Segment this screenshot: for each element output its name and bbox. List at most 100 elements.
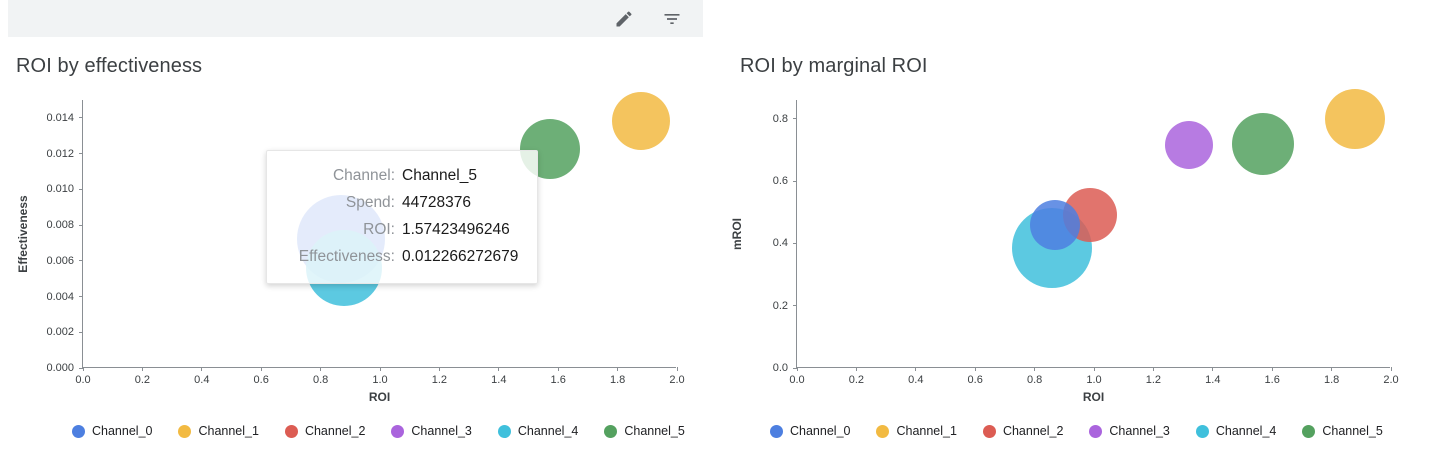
x-tick-mark <box>82 367 84 371</box>
legend-label: Channel_1 <box>198 424 259 438</box>
tooltip-value: 44728376 <box>402 194 471 211</box>
y-tick-label: 0.010 <box>46 183 74 196</box>
x-tick-label: 1.8 <box>609 374 626 386</box>
legend-dot <box>876 424 890 438</box>
legend-item-channel_4[interactable]: Channel_4 <box>1195 424 1277 438</box>
legend-label: Channel_4 <box>1215 424 1277 438</box>
y-tick-mark <box>79 260 83 262</box>
x-tick-mark <box>260 367 262 371</box>
y-tick-mark <box>79 296 83 298</box>
x-tick-mark <box>1331 367 1333 371</box>
x-tick-mark <box>320 367 322 371</box>
legend-roi-marginal-roi: Channel_0 Channel_1 Channel_2 Channel_3 Chan… <box>770 424 1432 438</box>
legend-item-channel_3[interactable]: Channel_3 <box>1089 424 1170 438</box>
legend-item-channel_1[interactable]: Channel_1 <box>178 424 259 438</box>
x-tick-label: 0.2 <box>848 374 865 386</box>
bubble-channel_5[interactable] <box>1232 112 1295 175</box>
legend-label: Channel_2 <box>1002 424 1064 438</box>
chart-card-roi-effectiveness: ROI by effectiveness Effectiveness ROI 0… <box>0 37 724 438</box>
legend-label: Channel_3 <box>1109 424 1170 438</box>
legend-roi-effectiveness: Channel_0 Channel_1 Channel_2 Channel_3 Chan… <box>72 424 708 438</box>
legend-item-channel_5[interactable]: Channel_5 <box>1302 424 1383 438</box>
plot-roi-marginal-roi: mROI ROI 0.0 0.2 0.4 0.6 0.8 1.0 1.2 1.4 1.6 1.8 2… <box>730 88 1432 410</box>
legend-label: Channel_5 <box>624 424 685 438</box>
charts-row: ROI by effectiveness Effectiveness ROI 0… <box>0 37 1448 438</box>
x-tick-label: 1.2 <box>431 374 448 386</box>
tooltip-value: 1.57423496246 <box>402 221 510 238</box>
x-tick-label: 1.2 <box>1145 374 1162 386</box>
x-tick-mark <box>796 367 798 371</box>
x-tick-label: 0.2 <box>134 374 151 386</box>
y-tick-label: 0.4 <box>772 237 788 250</box>
x-tick-mark <box>1034 367 1036 371</box>
bubble-channel_3[interactable] <box>1165 121 1214 170</box>
y-tick-mark <box>79 117 83 119</box>
tooltip-row-channel: Channel: Channel_5 <box>277 162 521 189</box>
y-tick-label: 0.002 <box>46 326 74 339</box>
x-tick-label: 2.0 <box>1383 374 1399 386</box>
y-axis-title: Effectiveness <box>16 194 30 273</box>
y-tick-label: 0.014 <box>46 111 74 124</box>
legend-item-channel_2[interactable]: Channel_2 <box>982 424 1064 438</box>
legend-dot <box>1302 424 1316 438</box>
bubble-channel_1[interactable] <box>612 92 671 151</box>
x-tick-label: 0.4 <box>908 374 924 386</box>
filter-button[interactable] <box>659 6 685 32</box>
edit-button[interactable] <box>611 6 637 32</box>
x-tick-label: 1.0 <box>1086 374 1102 386</box>
plot-roi-effectiveness: Effectiveness ROI 0.0 0.2 0.4 0.6 0.8 1.0 1.2 1… <box>16 88 708 410</box>
x-tick-label: 1.4 <box>1205 374 1221 386</box>
x-tick-label: 0.6 <box>253 374 269 386</box>
legend-label: Channel_4 <box>517 424 579 438</box>
y-tick-label: 0.6 <box>772 175 788 188</box>
x-tick-label: 1.4 <box>491 374 507 386</box>
legend-item-channel_5[interactable]: Channel_5 <box>604 424 685 438</box>
legend-dot <box>982 424 996 438</box>
filter-list-icon <box>662 9 682 29</box>
chart-toolbar <box>8 0 703 37</box>
x-tick-label: 1.6 <box>550 374 566 386</box>
x-tick-mark <box>617 367 619 371</box>
y-tick-label: 0.012 <box>46 147 74 160</box>
y-tick-label: 0.0 <box>772 362 788 374</box>
x-tick-mark <box>1212 367 1214 371</box>
bubble-channel_1[interactable] <box>1325 88 1386 149</box>
x-tick-label: 0.8 <box>1026 374 1043 386</box>
y-tick-mark <box>793 180 797 182</box>
x-tick-label: 1.6 <box>1264 374 1280 386</box>
tooltip-row-effectiveness: Effectiveness: 0.012266272679 <box>277 243 521 270</box>
y-tick-mark <box>793 242 797 244</box>
legend-item-channel_3[interactable]: Channel_3 <box>391 424 472 438</box>
y-tick-label: 0.004 <box>46 290 74 303</box>
y-tick-mark <box>793 305 797 307</box>
y-axis-title: mROI <box>730 217 744 250</box>
legend-item-channel_1[interactable]: Channel_1 <box>876 424 957 438</box>
legend-dot <box>178 424 192 438</box>
x-tick-label: 0.0 <box>75 374 91 386</box>
y-tick-label: 0.8 <box>772 112 788 125</box>
legend-item-channel_2[interactable]: Channel_2 <box>284 424 365 438</box>
legend-label: Channel_0 <box>92 424 153 438</box>
legend-item-channel_4[interactable]: Channel_4 <box>497 424 579 438</box>
x-tick-mark <box>1390 367 1392 371</box>
y-tick-mark <box>793 367 797 369</box>
legend-item-channel_0[interactable]: Channel_0 <box>72 424 152 438</box>
legend-label: Channel_3 <box>411 424 472 438</box>
y-tick-label: 0.006 <box>46 254 74 267</box>
y-tick-mark <box>79 188 83 190</box>
chart-card-roi-marginal-roi: ROI by marginal ROI mROI ROI 0.0 0.2 0.4 0.… <box>724 37 1448 438</box>
legend-dot <box>604 424 618 438</box>
y-tick-label: 0.2 <box>772 299 788 312</box>
legend-dot <box>391 424 405 438</box>
legend-dot <box>770 424 783 438</box>
y-tick-label: 0.008 <box>46 219 74 232</box>
bubble-channel_0[interactable] <box>1030 199 1081 250</box>
x-tick-mark <box>1093 367 1095 371</box>
tooltip-value: Channel_5 <box>402 167 477 184</box>
x-tick-mark <box>855 367 857 371</box>
x-tick-mark <box>1271 367 1273 371</box>
tooltip-label: Effectiveness: <box>298 248 395 265</box>
edit-pencil-icon <box>614 9 634 29</box>
x-tick-mark <box>676 367 678 371</box>
legend-item-channel_0[interactable]: Channel_0 <box>770 424 850 438</box>
